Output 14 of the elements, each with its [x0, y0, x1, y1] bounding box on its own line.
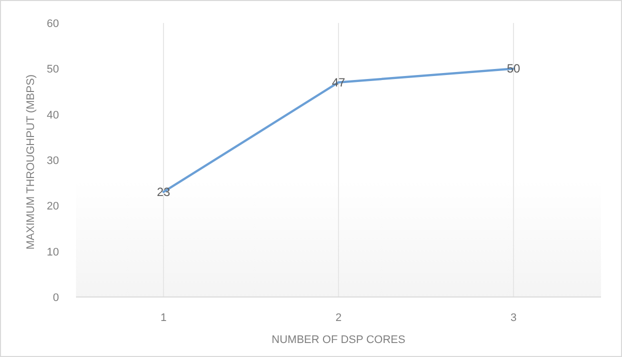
x-axis-title: NUMBER OF DSP CORES	[272, 334, 406, 346]
data-label: 23	[156, 184, 170, 199]
y-axis-title: MAXIMUM THROUGHPUT (MBPS)	[25, 74, 37, 250]
x-tick-label: 3	[510, 312, 517, 324]
y-tick-label: 50	[46, 64, 59, 76]
x-tick-label: 1	[160, 312, 167, 324]
data-label: 50	[506, 62, 520, 76]
y-tick-label: 10	[46, 246, 59, 258]
y-tick-label: 40	[46, 109, 59, 122]
x-tick-label: 2	[335, 312, 342, 324]
y-tick-label: 60	[46, 18, 59, 30]
y-tick-label: 30	[46, 155, 59, 167]
y-tick-label: 0	[52, 292, 59, 304]
y-tick-label: 20	[46, 200, 59, 213]
